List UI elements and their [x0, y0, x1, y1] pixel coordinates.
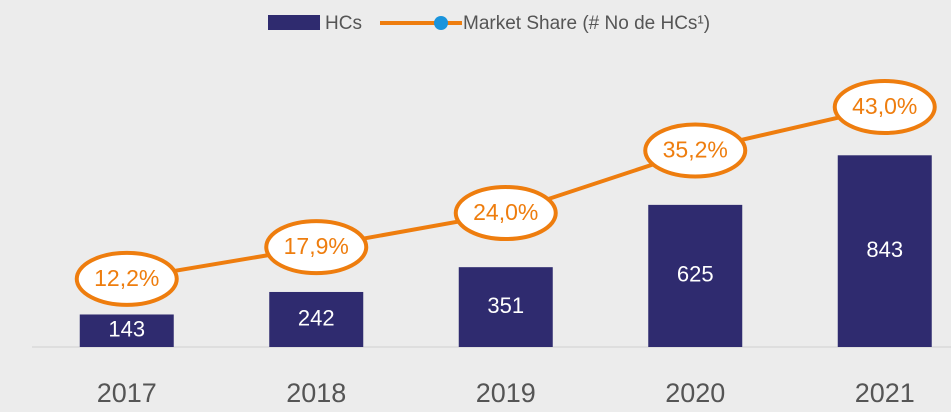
bar: [269, 291, 364, 347]
legend-label: HCs: [325, 13, 362, 34]
bar-value-label: 143: [108, 317, 145, 342]
legend-label: Market Share (# No de HCs¹): [463, 13, 710, 34]
legend-dot: [434, 16, 448, 30]
bar: [648, 204, 743, 347]
x-tick-label: 2018: [286, 378, 346, 408]
x-tick-label: 2021: [855, 378, 915, 408]
point-marker: [264, 219, 369, 276]
bar: [458, 267, 553, 347]
line-value-label: 35,2%: [663, 137, 728, 163]
x-tick-label: 2017: [97, 378, 157, 408]
bar-value-label: 843: [866, 237, 903, 262]
bar: [79, 314, 174, 347]
bar-value-label: 351: [487, 293, 524, 318]
x-tick-label: 2020: [665, 378, 725, 408]
line-value-label: 24,0%: [473, 199, 538, 225]
bar: [837, 155, 932, 347]
point-marker: [453, 185, 558, 242]
line-value-label: 43,0%: [852, 93, 917, 119]
line-value-label: 12,2%: [94, 265, 159, 291]
x-tick-label: 2019: [476, 378, 536, 408]
point-marker: [74, 250, 179, 307]
bar-value-label: 625: [677, 262, 714, 287]
point-marker: [832, 78, 937, 135]
legend-swatch: [268, 15, 320, 30]
bar-value-label: 242: [298, 305, 335, 330]
line-value-label: 17,9%: [284, 233, 349, 259]
point-marker: [643, 122, 748, 179]
